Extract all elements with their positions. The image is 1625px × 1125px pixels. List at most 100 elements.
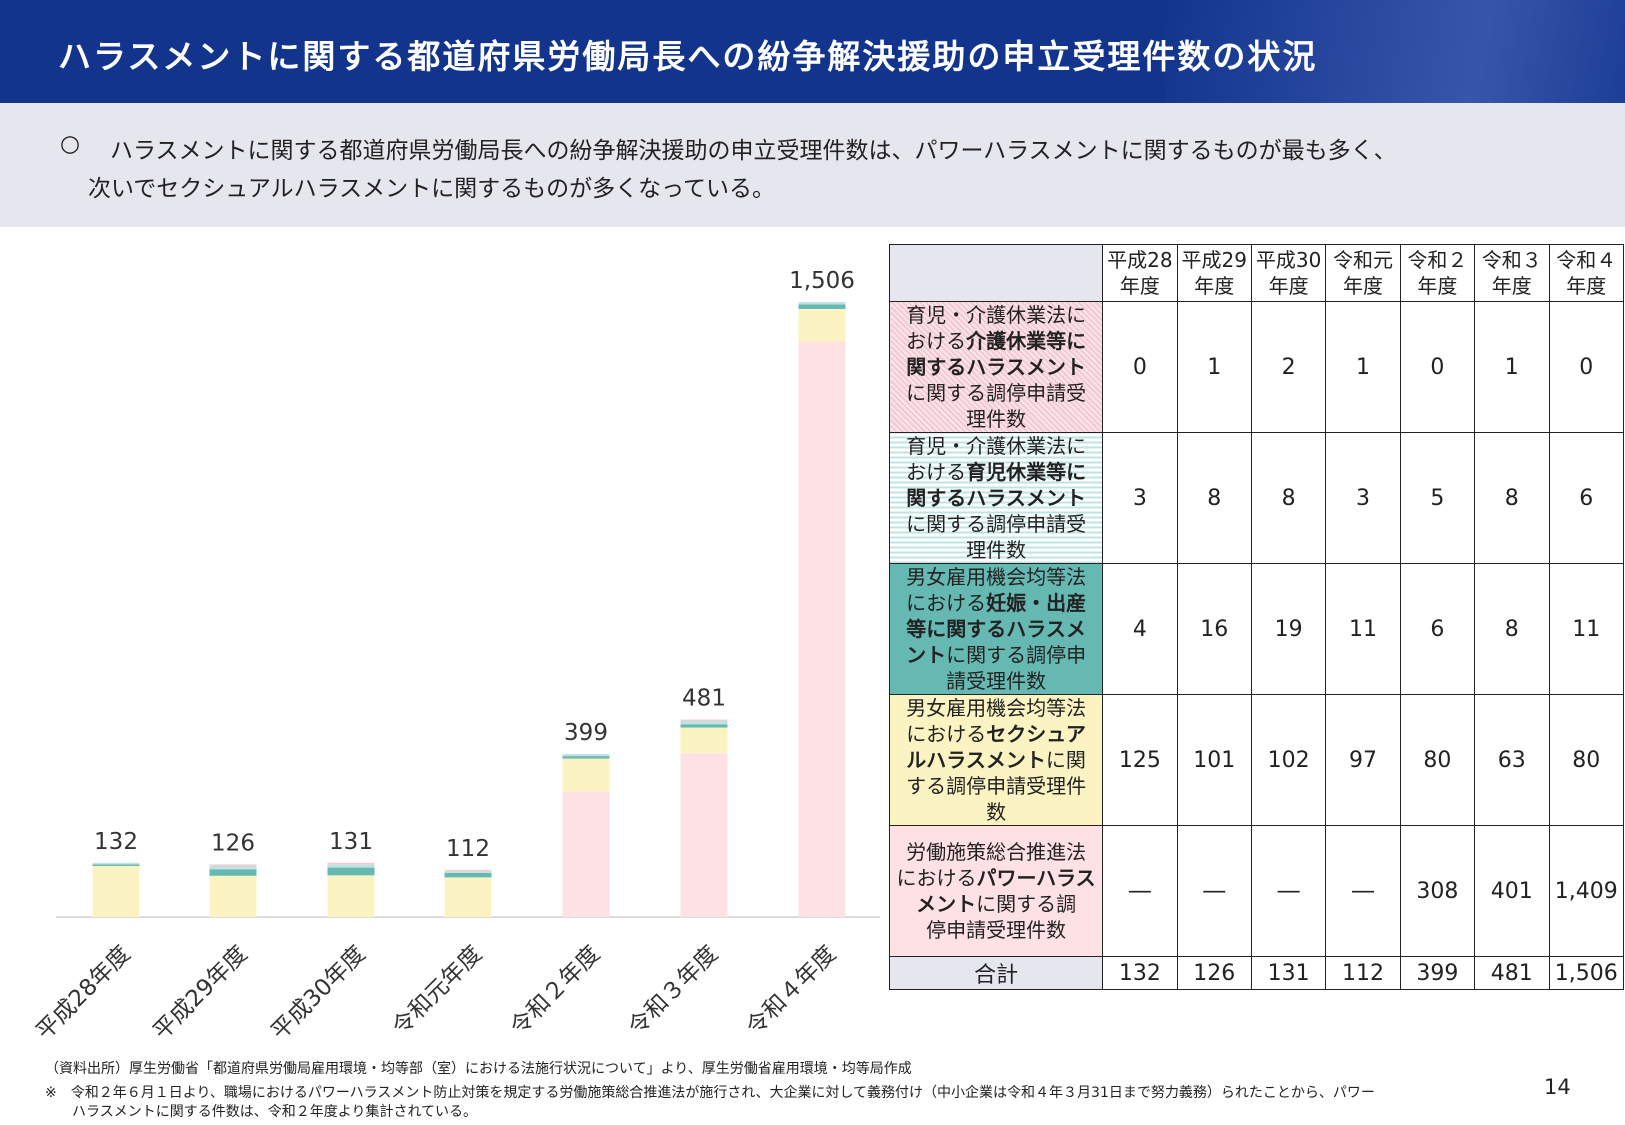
bar-total-label: 126 <box>211 830 255 856</box>
bar-segment-2 <box>444 877 492 917</box>
footnote-1: ※ 令和２年６月１日より、職場におけるパワーハラスメント防止対策を規定する労働施… <box>45 1085 1375 1101</box>
table-cell: 125 <box>1102 694 1178 826</box>
row-label: 男女雇用機会均等法 におけるセクシュア ルハラスメントに関 する調停申請受理件数 <box>888 694 1104 826</box>
col-header: 平成29 年度 <box>1176 244 1252 302</box>
page-title: ハラスメントに関する都道府県労働局長への紛争解決援助の申立受理件数の状況 <box>58 37 1318 76</box>
page-number: 14 <box>1544 1075 1571 1099</box>
category-label: 平成29年度 <box>148 940 253 1046</box>
table-cell: 308 <box>1399 825 1476 957</box>
bar-segment-3 <box>209 869 257 876</box>
table-row-sexual: 男女雇用機会均等法 におけるセクシュア ルハラスメントに関 する調停申請受理件数 12… <box>888 694 1624 826</box>
bar-segment-1 <box>562 791 610 917</box>
table-cell: 6 <box>1399 563 1476 695</box>
category-label: 令和４年度 <box>741 940 842 1041</box>
bar-segment-3 <box>92 864 140 866</box>
summary-line-2: 次いでセクシュアルハラスメントに関するものが多くなっている。 <box>88 176 776 202</box>
bar-segment-5 <box>444 869 492 872</box>
summary-box: ○ ハラスメントに関する都道府県労働局長への紛争解決援助の申立受理件数は、パワー… <box>0 103 1625 227</box>
row-label: 育児・介護休業法に おける介護休業等に 関するハラスメント に関する調停申請受 理件数 <box>888 301 1104 433</box>
bar-segment-3 <box>798 304 846 309</box>
col-header: 平成28 年度 <box>1102 244 1178 302</box>
table-cell: 5 <box>1399 432 1476 564</box>
bar-total-label: 131 <box>329 829 373 855</box>
bar-segment-4 <box>444 871 492 873</box>
table-cell: 3 <box>1102 432 1178 564</box>
table-cell: 11 <box>1548 563 1624 695</box>
bullet-mark: ○ <box>60 131 81 157</box>
table-row-pregnancy: 男女雇用機会均等法 における妊娠・出産 等に関するハラスメ ントに関する調停申 請受理件… <box>888 563 1624 695</box>
table-cell: 97 <box>1325 694 1401 826</box>
table-row-caregiving: 育児・介護休業法に おける介護休業等に 関するハラスメント に関する調停申請受 理件数 … <box>888 301 1624 433</box>
bar-segment-2 <box>209 875 257 917</box>
header-bar: ハラスメントに関する都道府県労働局長への紛争解決援助の申立受理件数の状況 <box>0 0 1625 103</box>
footnote-2: ハラスメントに関する件数は、令和２年度より集計されている。 <box>72 1104 478 1120</box>
bar-segment-4 <box>327 864 375 868</box>
bar-segment-1 <box>798 341 846 917</box>
stacked-bar-chart: 132 126 131 112 399 481 1,506 <box>56 268 880 918</box>
table-total-row: 合計 132 126 131 112 399 481 1,506 <box>888 956 1624 990</box>
table-cell: 63 <box>1474 694 1550 826</box>
bar-total-label: 132 <box>94 829 138 855</box>
table-header-row: 平成28 年度 平成29 年度 平成30 年度 令和元 年度 令和２ 年度 令和３ 年度 令… <box>888 244 1624 302</box>
bar-total-label: 112 <box>446 836 490 862</box>
table-cell: 1 <box>1474 301 1550 433</box>
bar-total-label: 1,506 <box>789 268 855 294</box>
table-cell: 19 <box>1250 563 1327 695</box>
bar-segment-4 <box>680 720 728 725</box>
table-cell: 80 <box>1548 694 1624 826</box>
table-cell: 0 <box>1399 301 1476 433</box>
bar-segment-2 <box>562 758 610 792</box>
bar-segment-3 <box>327 867 375 876</box>
table-cell: 1,409 <box>1548 825 1624 957</box>
bar-segment-5 <box>327 862 375 865</box>
table-cell: 11 <box>1325 563 1401 695</box>
col-header: 令和２ 年度 <box>1399 244 1476 302</box>
total-cell: 1,506 <box>1548 956 1624 990</box>
table-row-childcare: 育児・介護休業法に おける育児休業等に 関するハラスメント に関する調停申請受 理件数 … <box>888 432 1624 564</box>
table-cell: 8 <box>1176 432 1252 564</box>
bar-segment-2 <box>680 727 728 754</box>
row-label: 労働施策総合推進法 におけるパワーハラス メントに関する調 停申請受理件数 <box>888 825 1104 957</box>
table-cell: ― <box>1325 825 1401 957</box>
table-cell: 2 <box>1250 301 1327 433</box>
table-cell: ― <box>1176 825 1252 957</box>
table-cell: 8 <box>1474 563 1550 695</box>
col-header: 令和４ 年度 <box>1548 244 1624 302</box>
total-cell: 132 <box>1102 956 1178 990</box>
table-cell: 401 <box>1474 825 1550 957</box>
category-label: 令和元年度 <box>387 940 488 1041</box>
table-cell: 4 <box>1102 563 1178 695</box>
bar-segment-4 <box>562 754 610 757</box>
table-cell: 1 <box>1325 301 1401 433</box>
bar-segment-4 <box>92 862 140 865</box>
bar-total-label: 399 <box>564 720 608 746</box>
total-cell: 399 <box>1399 956 1476 990</box>
total-label: 合計 <box>888 956 1104 990</box>
row-label: 育児・介護休業法に おける育児休業等に 関するハラスメント に関する調停申請受 理件数 <box>888 432 1104 564</box>
col-header: 令和元 年度 <box>1325 244 1401 302</box>
header-decoration <box>1165 0 1625 103</box>
table-corner <box>888 244 1104 302</box>
category-label: 令和２年度 <box>505 940 606 1041</box>
row-label: 男女雇用機会均等法 における妊娠・出産 等に関するハラスメ ントに関する調停申 請受理件… <box>888 563 1104 695</box>
table-cell: 16 <box>1176 563 1252 695</box>
bar-segment-3 <box>444 872 492 878</box>
bar-segment-2 <box>327 875 375 917</box>
category-label: 令和３年度 <box>623 940 724 1041</box>
total-cell: 131 <box>1250 956 1327 990</box>
table-cell: 8 <box>1474 432 1550 564</box>
bar-segment-5 <box>209 864 257 866</box>
bar-segment-4 <box>798 302 846 305</box>
bar-segment-3 <box>680 724 728 728</box>
table-cell: 101 <box>1176 694 1252 826</box>
total-cell: 112 <box>1325 956 1401 990</box>
table-cell: 3 <box>1325 432 1401 564</box>
summary-line-1: ハラスメントに関する都道府県労働局長への紛争解決援助の申立受理件数は、パワーハラ… <box>110 138 1397 164</box>
table-cell: 6 <box>1548 432 1624 564</box>
bar-segment-2 <box>798 308 846 342</box>
table-cell: 102 <box>1250 694 1327 826</box>
data-table: 平成28 年度 平成29 年度 平成30 年度 令和元 年度 令和２ 年度 令和３ 年度 令… <box>888 244 1624 990</box>
category-label: 平成30年度 <box>266 940 371 1046</box>
bar-total-label: 481 <box>682 685 726 711</box>
bar-segment-2 <box>92 865 140 917</box>
